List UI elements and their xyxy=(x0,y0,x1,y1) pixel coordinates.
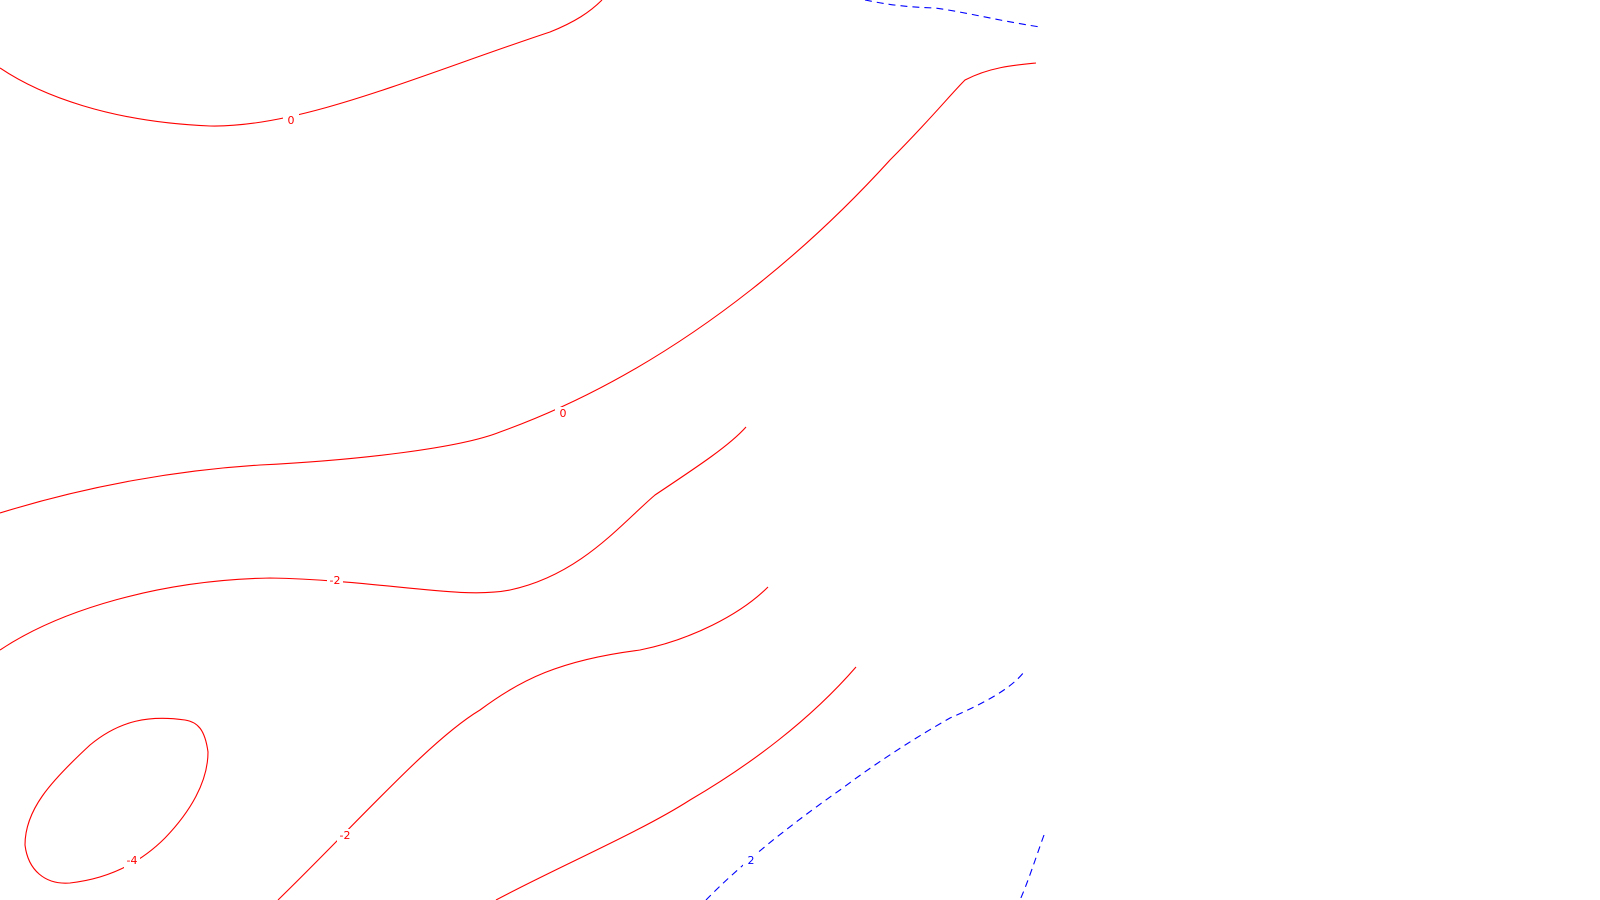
contour-label-background xyxy=(337,829,353,843)
contour-line-level-0 xyxy=(0,62,1037,514)
contour-label-background xyxy=(327,574,343,588)
contour-line-level-neg2 xyxy=(0,426,747,651)
contour-line-level-0 xyxy=(0,0,603,127)
contour-line-level-2 xyxy=(864,0,1041,28)
contour-label-background xyxy=(555,407,571,421)
contour-lines xyxy=(0,0,1045,900)
contour-label: 0 xyxy=(288,114,295,127)
contour-line-level-neg2 xyxy=(277,586,769,900)
contour-line-level-2 xyxy=(705,671,1025,900)
contour-label-background xyxy=(124,854,140,868)
contour-label: 0 xyxy=(560,407,567,420)
contour-line-level-neg2 xyxy=(495,666,857,900)
contour-line-level-2 xyxy=(1019,834,1045,900)
contour-labels: 0 0 -2 -2 -4 2 xyxy=(124,114,759,868)
contour-label: -2 xyxy=(340,829,351,842)
contour-label: 2 xyxy=(748,854,755,867)
contour-label: -4 xyxy=(127,854,138,867)
contour-label-background xyxy=(743,854,759,868)
contour-label-background xyxy=(283,114,299,128)
contour-line-level-neg4 xyxy=(24,717,209,884)
contour-label: -2 xyxy=(330,574,341,587)
